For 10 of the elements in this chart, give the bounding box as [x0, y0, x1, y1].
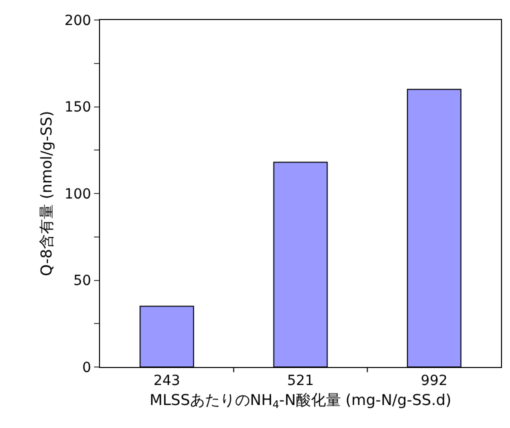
x-axis-title: MLSSあたりのNH$_{4}$-N酸化量 (mg-N/g-SS.d) — [150, 390, 452, 411]
x-tick-label: 243 — [153, 372, 180, 389]
y-tick-label: 100 — [64, 186, 92, 202]
x-tick-label: 521 — [287, 372, 314, 389]
y-tick-label: 0 — [82, 360, 92, 376]
y-axis-title: Q-8含有量 (nmol/g-SS) — [38, 110, 56, 276]
y-tick-label: 50 — [73, 273, 92, 290]
x-tick-label: 992 — [420, 372, 448, 389]
y-tick-label: 150 — [64, 100, 92, 116]
y-tick-label: 200 — [64, 12, 92, 29]
